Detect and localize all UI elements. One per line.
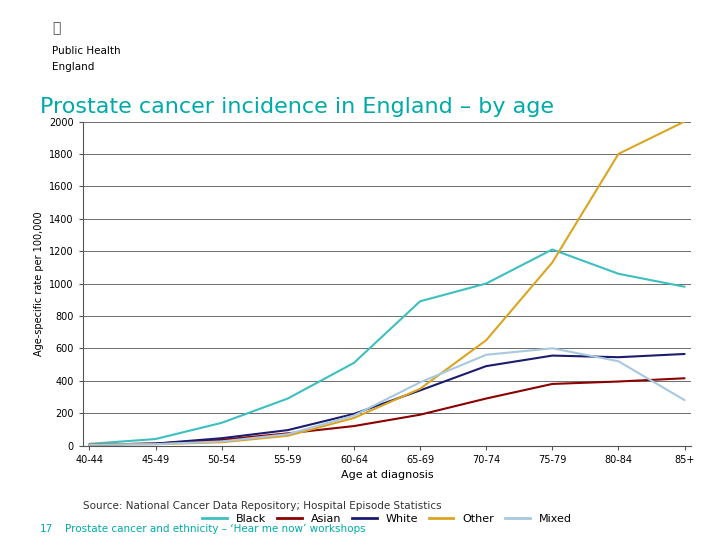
Black (85, 441, 94, 447)
Text: Source: National Cancer Data Repository; Hospital Episode Statistics: Source: National Cancer Data Repository;… (83, 501, 441, 511)
White (415, 387, 424, 394)
Black (548, 246, 557, 253)
Asian (482, 395, 490, 402)
Line: White: White (89, 354, 685, 445)
White (482, 363, 490, 369)
Other (415, 386, 424, 392)
Mixed (284, 431, 292, 437)
Other (217, 439, 226, 446)
White (284, 427, 292, 433)
Asian (85, 442, 94, 448)
Legend: Black, Asian, White, Other, Mixed: Black, Asian, White, Other, Mixed (198, 509, 576, 528)
Mixed (680, 397, 689, 403)
Asian (680, 375, 689, 381)
White (350, 410, 359, 417)
Mixed (350, 413, 359, 419)
Asian (350, 423, 359, 429)
Asian (284, 430, 292, 436)
Mixed (415, 379, 424, 386)
Other (350, 415, 359, 421)
Text: 👑: 👑 (52, 22, 60, 36)
Line: Asian: Asian (89, 378, 685, 445)
Black (680, 284, 689, 290)
White (217, 435, 226, 442)
Line: Black: Black (89, 249, 685, 444)
Mixed (85, 442, 94, 448)
White (614, 354, 623, 361)
Mixed (614, 358, 623, 365)
Black (350, 360, 359, 366)
Text: Prostate cancer incidence in England – by age: Prostate cancer incidence in England – b… (40, 97, 554, 117)
Black (284, 395, 292, 402)
Black (415, 298, 424, 305)
Mixed (151, 441, 160, 448)
Text: Public Health: Public Health (52, 46, 120, 56)
Line: Other: Other (89, 122, 685, 445)
White (548, 353, 557, 359)
Other (482, 337, 490, 343)
Other (151, 441, 160, 448)
Other (85, 442, 94, 448)
Text: 17: 17 (40, 524, 53, 534)
Text: England: England (52, 62, 94, 72)
Asian (151, 440, 160, 447)
Mixed (217, 438, 226, 445)
White (151, 440, 160, 447)
Asian (614, 378, 623, 384)
X-axis label: Age at diagnosis: Age at diagnosis (341, 470, 433, 480)
Other (614, 151, 623, 157)
Line: Mixed: Mixed (89, 348, 685, 445)
Other (284, 433, 292, 439)
Black (151, 436, 160, 442)
Black (217, 420, 226, 426)
Black (614, 271, 623, 277)
White (85, 442, 94, 448)
Mixed (548, 345, 557, 352)
Mixed (482, 352, 490, 358)
Other (680, 118, 689, 125)
Y-axis label: Age-specific rate per 100,000: Age-specific rate per 100,000 (34, 211, 44, 356)
Asian (415, 411, 424, 418)
Black (482, 280, 490, 287)
White (680, 351, 689, 357)
Asian (548, 381, 557, 387)
Text: Prostate cancer and ethnicity – ‘Hear me now’ workshops: Prostate cancer and ethnicity – ‘Hear me… (65, 524, 366, 534)
Other (548, 259, 557, 266)
Asian (217, 436, 226, 443)
